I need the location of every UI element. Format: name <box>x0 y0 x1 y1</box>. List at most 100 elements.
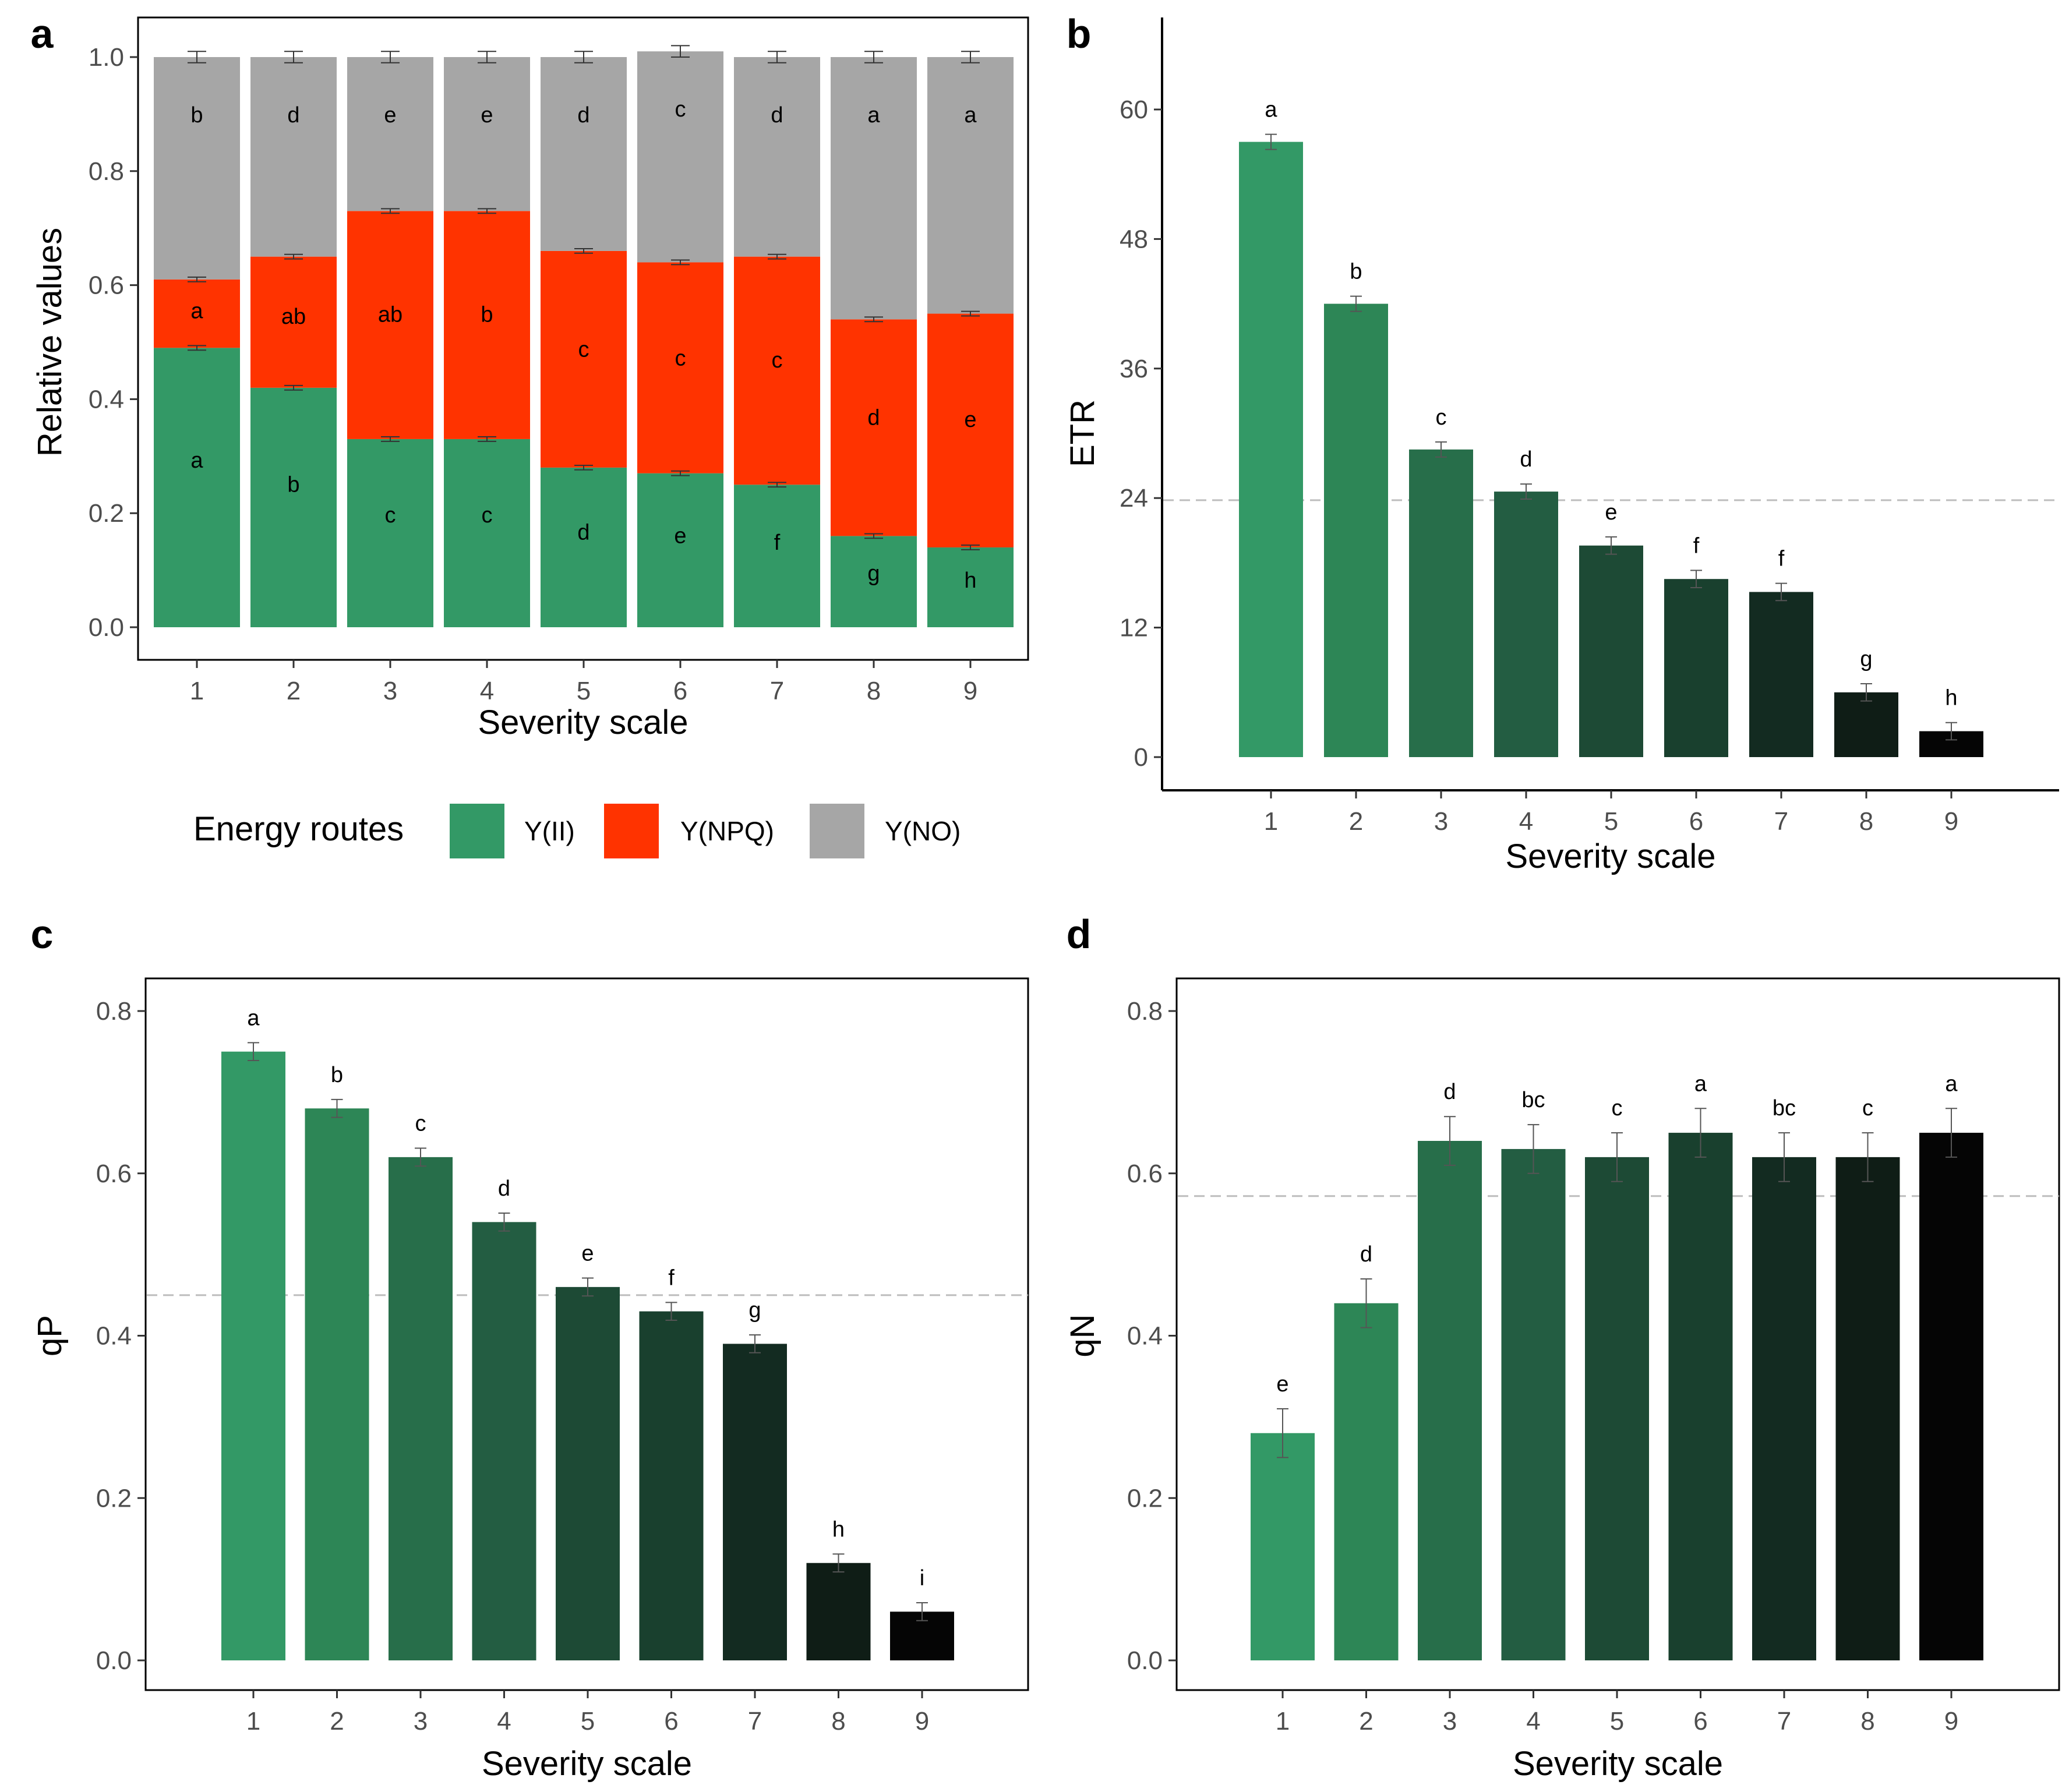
significance-label: f <box>774 531 781 555</box>
x-tick-label: 1 <box>190 677 204 705</box>
y-tick-label: 0.6 <box>96 1160 132 1188</box>
y-tick-label: 0.8 <box>96 997 132 1026</box>
bar <box>806 1563 871 1660</box>
bar-segment-ynpq <box>347 211 433 439</box>
significance-label: a <box>1265 98 1277 122</box>
y-tick-label: 36 <box>1120 355 1148 383</box>
y-tick-label: 0.2 <box>1127 1484 1163 1512</box>
x-tick-label: 1 <box>246 1707 260 1736</box>
x-tick-label: 4 <box>1526 1707 1540 1736</box>
x-tick-label: 3 <box>383 677 397 705</box>
bar-segment-yno <box>250 57 337 257</box>
significance-label: c <box>675 346 686 370</box>
significance-label: c <box>772 348 783 373</box>
significance-label: d <box>287 103 299 128</box>
x-tick-label: 6 <box>664 1707 678 1736</box>
bar <box>389 1157 453 1660</box>
legend-title: Energy routes <box>193 810 404 848</box>
significance-label: c <box>1436 405 1447 430</box>
legend-swatch-ynpq <box>604 804 659 858</box>
bar <box>221 1051 285 1660</box>
y-axis-title: qN <box>1064 1314 1101 1357</box>
significance-label: bc <box>1521 1088 1545 1112</box>
significance-label: d <box>1520 447 1532 472</box>
x-tick-label: 5 <box>1604 807 1618 836</box>
legend-label: Y(NPQ) <box>680 816 774 846</box>
x-tick-label: 8 <box>1860 1707 1874 1736</box>
significance-label: g <box>1860 647 1872 671</box>
bar <box>1835 1157 1900 1660</box>
panel-letter: c <box>31 911 54 957</box>
bar <box>1418 1141 1482 1660</box>
legend: Energy routes Y(II) Y(NPQ) Y(NO) <box>193 804 961 858</box>
bar <box>1324 303 1388 757</box>
y-axis-title: qP <box>31 1315 69 1356</box>
y-axis-title: Relative values <box>31 228 69 457</box>
x-tick-label: 9 <box>1944 807 1958 836</box>
significance-label: c <box>482 503 493 528</box>
x-tick-label: 2 <box>1359 1707 1373 1736</box>
bar <box>305 1108 369 1660</box>
x-tick-label: 9 <box>915 1707 929 1736</box>
significance-label: c <box>1862 1096 1873 1121</box>
significance-label: a <box>190 448 203 473</box>
significance-label: d <box>1360 1242 1372 1267</box>
y-tick-label: 0.6 <box>1127 1160 1163 1188</box>
significance-label: c <box>1612 1096 1623 1121</box>
bar-segment-yno <box>831 57 917 320</box>
significance-label: d <box>577 521 589 545</box>
bar <box>472 1222 536 1660</box>
panel-letter: d <box>1067 911 1092 957</box>
significance-label: g <box>867 561 880 586</box>
x-tick-label: 4 <box>497 1707 511 1736</box>
significance-label: ab <box>378 303 402 327</box>
y-tick-label: 0.4 <box>96 1322 132 1351</box>
bar-segment-ynpq <box>444 211 530 439</box>
bar <box>1585 1157 1649 1660</box>
x-tick-label: 5 <box>577 677 591 705</box>
x-tick-label: 3 <box>1434 807 1448 836</box>
x-tick-label: 9 <box>1944 1707 1958 1736</box>
y-tick-label: 0.2 <box>89 499 124 528</box>
significance-label: e <box>481 103 493 128</box>
bar <box>1579 545 1643 757</box>
significance-label: a <box>1945 1072 1958 1096</box>
bar <box>1834 692 1898 757</box>
significance-label: g <box>748 1298 761 1323</box>
bar <box>556 1286 620 1660</box>
bar <box>1409 449 1473 757</box>
x-tick-label: 6 <box>673 677 687 705</box>
bar-segment-ynpq <box>734 256 820 485</box>
significance-label: f <box>1778 547 1785 571</box>
x-tick-label: 7 <box>1777 1707 1791 1736</box>
significance-label: h <box>832 1517 845 1542</box>
x-tick-label: 5 <box>1610 1707 1624 1736</box>
y-tick-label: 0 <box>1134 743 1148 772</box>
bar-segment-yno <box>637 51 723 263</box>
y-tick-label: 0.8 <box>89 157 124 186</box>
panel-c: 0.0 0.2 0.4 0.6 0.8 1 2 3 4 5 6 7 8 9 Severity scale qP… <box>31 911 1029 1783</box>
x-tick-label: 5 <box>581 1707 595 1736</box>
significance-label: d <box>867 406 880 430</box>
significance-label: b <box>190 103 203 128</box>
legend-label: Y(II) <box>524 816 575 846</box>
bar <box>1919 1133 1983 1660</box>
x-axis-title: Severity scale <box>1513 1745 1723 1783</box>
y-tick-label: 0.2 <box>96 1484 132 1512</box>
significance-label: c <box>578 337 589 362</box>
significance-label: e <box>1276 1372 1288 1397</box>
bar-segment-yii <box>154 348 240 627</box>
significance-label: ab <box>281 305 306 329</box>
y-tick-label: 12 <box>1120 614 1148 642</box>
y-tick-label: 0.0 <box>1127 1646 1163 1675</box>
x-axis-title: Severity scale <box>478 704 688 741</box>
x-tick-label: 4 <box>480 677 494 705</box>
bar-segment-yii <box>541 467 627 627</box>
significance-label: b <box>1350 260 1362 284</box>
significance-label: b <box>331 1063 343 1087</box>
panel-d: 0.0 0.2 0.4 0.6 0.8 1 2 3 4 5 6 7 8 9 Severity scale qN… <box>1064 911 2060 1783</box>
legend-swatch-yno <box>810 804 864 858</box>
significance-label: e <box>964 408 976 432</box>
bar <box>1251 1433 1315 1660</box>
